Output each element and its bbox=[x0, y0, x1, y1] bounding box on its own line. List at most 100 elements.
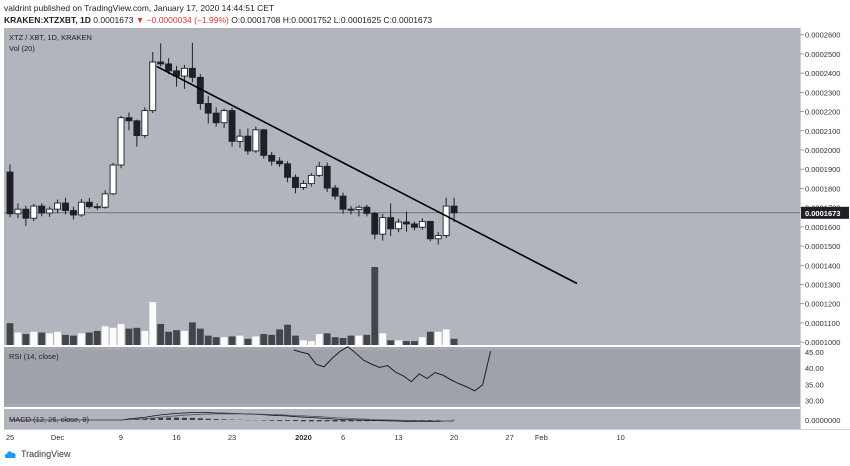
price-tick-label: 0.0001900 bbox=[805, 165, 840, 174]
candle-body bbox=[149, 61, 157, 112]
volume-bar bbox=[403, 341, 410, 345]
volume-bar bbox=[307, 341, 315, 345]
candle-body bbox=[252, 129, 260, 152]
macd-panel[interactable] bbox=[4, 409, 800, 429]
macd-histogram-bar bbox=[189, 417, 195, 420]
candle bbox=[426, 220, 434, 242]
price-tick-label: 0.0002600 bbox=[805, 31, 840, 40]
tradingview-logo[interactable]: TradingView bbox=[4, 449, 71, 459]
candle-body bbox=[347, 208, 355, 211]
volume-bar bbox=[46, 333, 54, 345]
volume-bar bbox=[292, 335, 299, 345]
candle bbox=[38, 203, 46, 217]
candle-body bbox=[363, 206, 371, 214]
candle bbox=[149, 52, 157, 114]
volume-bar bbox=[315, 334, 323, 345]
candle bbox=[292, 174, 299, 194]
price-tick-label: 0.0001500 bbox=[805, 242, 840, 251]
volume-bar bbox=[426, 331, 434, 345]
candle bbox=[117, 115, 125, 169]
macd-histogram-bar bbox=[324, 420, 330, 422]
volume-bar bbox=[411, 341, 418, 345]
volume-bar bbox=[395, 340, 402, 345]
candle-body bbox=[6, 171, 14, 215]
volume-bar bbox=[434, 331, 442, 345]
candle bbox=[93, 203, 101, 210]
volume-bar bbox=[165, 331, 172, 345]
macd-histogram-bar bbox=[300, 420, 306, 422]
volume-bar bbox=[260, 334, 268, 345]
volume-bar bbox=[323, 333, 331, 345]
candle-body bbox=[69, 210, 77, 216]
candle-body bbox=[418, 221, 426, 228]
candle bbox=[252, 126, 260, 153]
candle-body bbox=[315, 165, 323, 176]
macd-histogram-bar bbox=[221, 419, 227, 420]
x-tick-label: 2020 bbox=[295, 433, 312, 442]
candle-body bbox=[426, 221, 434, 240]
candle bbox=[204, 95, 212, 124]
x-tick-label: 13 bbox=[394, 433, 402, 442]
price-tick-label: 0.0001600 bbox=[805, 223, 840, 232]
volume-bar bbox=[284, 324, 291, 345]
volume-bar bbox=[181, 330, 188, 345]
x-tick-label: 23 bbox=[228, 433, 236, 442]
volume-bar bbox=[220, 337, 228, 345]
price-tick-label: 0.0002000 bbox=[805, 146, 840, 155]
candle bbox=[188, 42, 196, 83]
candle bbox=[339, 192, 347, 214]
candle-body bbox=[284, 163, 291, 178]
candle-body bbox=[403, 221, 410, 225]
candle-body bbox=[276, 160, 284, 165]
candle-body bbox=[292, 176, 299, 188]
brand-name: TradingView bbox=[21, 449, 71, 459]
candle bbox=[14, 203, 22, 219]
volume-bar bbox=[62, 334, 69, 345]
candle-body bbox=[236, 135, 244, 142]
volume-bar bbox=[450, 338, 458, 345]
volume-bar bbox=[196, 328, 204, 345]
candle bbox=[315, 161, 323, 177]
candle bbox=[62, 197, 69, 215]
macd-histogram-bar bbox=[277, 420, 283, 421]
candle bbox=[307, 173, 315, 187]
candle-body bbox=[410, 223, 418, 228]
x-tick-label: 20 bbox=[450, 433, 458, 442]
candle bbox=[6, 164, 14, 218]
volume-bar bbox=[141, 330, 149, 345]
candle-body bbox=[109, 164, 117, 195]
candle-body bbox=[220, 110, 228, 124]
candle-body bbox=[450, 205, 458, 214]
volume-bar bbox=[77, 333, 85, 345]
volume-bar bbox=[133, 327, 141, 345]
chart-title: XTZ / XBT, 1D, KRAKEN bbox=[9, 33, 92, 42]
volume-bar bbox=[355, 335, 363, 345]
candle-body bbox=[85, 201, 93, 208]
candle-body bbox=[30, 205, 38, 219]
volume-bar bbox=[347, 335, 355, 345]
candle bbox=[418, 218, 426, 230]
candle-body bbox=[339, 195, 347, 210]
macd-histogram-bar bbox=[181, 417, 187, 420]
candle-body bbox=[307, 174, 315, 185]
price-tick-label: 0.0001000 bbox=[805, 338, 840, 347]
candle-body bbox=[181, 67, 188, 77]
candle bbox=[109, 163, 117, 196]
trendline bbox=[156, 65, 578, 285]
candle-body bbox=[244, 135, 252, 152]
signal-line bbox=[10, 413, 455, 422]
candle bbox=[141, 107, 149, 139]
price-tick-label: 0.0001100 bbox=[805, 319, 840, 328]
macd-histogram-bar bbox=[340, 420, 346, 422]
price-panel[interactable] bbox=[4, 28, 800, 345]
candle-body bbox=[188, 67, 196, 78]
candle-body bbox=[38, 205, 46, 214]
candle-body bbox=[133, 120, 141, 137]
price-tick-label: 0.0002100 bbox=[805, 127, 840, 136]
candle bbox=[220, 108, 228, 128]
macd-histogram-bar bbox=[356, 420, 362, 422]
publish-info: valdrint published on TradingView.com, J… bbox=[4, 3, 275, 13]
price-tick-label: 0.0001200 bbox=[805, 300, 840, 309]
